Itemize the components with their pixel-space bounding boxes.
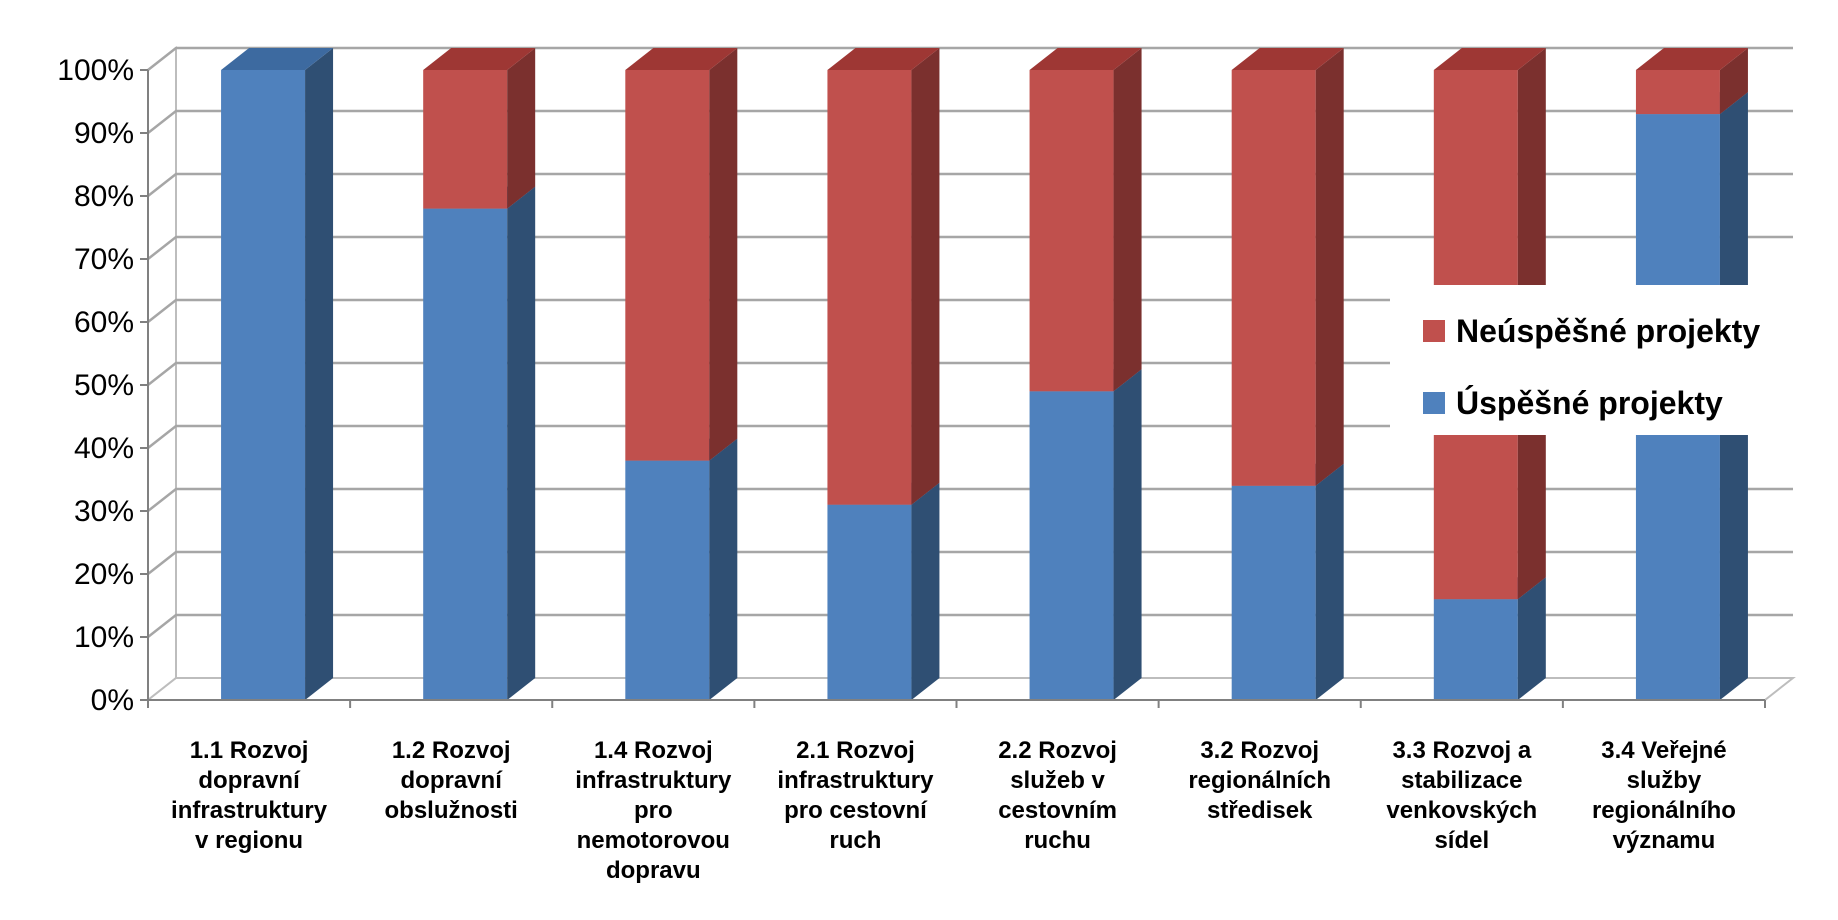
bar-segment (1433, 599, 1518, 700)
bar-segment-side (911, 482, 940, 700)
bar-segment-top (423, 48, 536, 70)
x-tick-label: 2.2 Rozvoj služeb v cestovním ruchu (998, 737, 1117, 854)
bar-segment-side (911, 48, 940, 505)
x-tick-label: 3.4 Veřejné služby regionálního významu (1592, 737, 1736, 854)
y-tick-label: 10% (74, 621, 134, 654)
x-tick-label: 1.4 Rozvoj infrastruktury pro nemotorovou do… (575, 737, 732, 884)
y-tick-label: 100% (57, 54, 134, 87)
bar-segment-side (305, 48, 334, 700)
gridline (147, 550, 1793, 575)
bar-segment-top (625, 48, 738, 70)
x-tick-label: 2.1 Rozvoj infrastruktury pro cestovní ruch (777, 737, 934, 854)
bar-segment-top (221, 48, 334, 70)
bar-segment (827, 504, 912, 700)
bar-segment-top (1433, 48, 1546, 70)
bar-segment-side (709, 48, 738, 461)
legend-swatch (1423, 392, 1445, 414)
gridline (147, 46, 1793, 71)
y-tick-label: 80% (74, 180, 134, 213)
x-axis: 1.1 Rozvoj dopravní infrastruktury v region… (147, 699, 1766, 884)
bar-segment-side (1719, 48, 1748, 115)
x-tick-label: 3.3 Rozvoj a stabilizace venkovských sídel (1386, 737, 1537, 854)
y-tick-label: 60% (74, 306, 134, 339)
y-axis: 0% 10% 20% 30% 40% 50% 60% 70% 80% 90% 100% (57, 54, 149, 717)
bar-segment-side (507, 186, 536, 701)
y-tick-label: 20% (74, 558, 134, 591)
legend-background (1390, 285, 1838, 435)
bar-segment-side (709, 438, 738, 700)
bar-segment (625, 460, 710, 700)
x-tick-label: 1.1 Rozvoj dopravní infrastruktury v region… (171, 737, 328, 854)
legend-label: Neúspěšné projekty (1456, 313, 1760, 349)
bar-segment-side (1517, 577, 1546, 700)
bar-segment-top (1029, 48, 1142, 70)
bar-segment-top (827, 48, 940, 70)
bar-segment-side (507, 48, 536, 209)
legend: Neúspěšné projekty Úspěšné projekty (1390, 285, 1838, 435)
bar-segment-side (1315, 48, 1344, 486)
y-tick-label: 50% (74, 369, 134, 402)
gridline (147, 613, 1793, 638)
gridline (147, 109, 1793, 134)
y-tick-label: 90% (74, 117, 134, 150)
y-tick-label: 70% (74, 243, 134, 276)
bar-segment (423, 208, 508, 700)
x-tick-label: 1.2 Rozvoj dopravní obslužnosti (385, 737, 518, 824)
bar-segment-top (1635, 48, 1748, 70)
x-tick-label: 3.2 Rozvoj regionálních středisek (1188, 737, 1331, 824)
gridline (147, 235, 1793, 260)
bar-segment (1029, 391, 1114, 700)
bars (221, 48, 1748, 701)
bar-segment (625, 70, 710, 461)
bar-segment (1231, 70, 1316, 486)
y-tick-label: 0% (91, 684, 134, 717)
legend-label: Úspěšné projekty (1456, 385, 1723, 421)
gridline (147, 487, 1793, 512)
bar-segment (1231, 485, 1316, 700)
gridline (147, 172, 1793, 197)
y-tick-label: 40% (74, 432, 134, 465)
bar-segment-side (1113, 369, 1142, 700)
bar-segment-top (1231, 48, 1344, 70)
bar-segment (827, 70, 912, 505)
bar-segment-side (1315, 463, 1344, 700)
bar-segment (221, 70, 306, 700)
bar-segment-side (1113, 48, 1142, 392)
bar-segment (1029, 70, 1114, 392)
floor (145, 677, 1796, 701)
legend-swatch (1423, 320, 1445, 342)
bar-segment (423, 70, 508, 209)
bar-segment (1635, 70, 1720, 115)
y-tick-label: 30% (74, 495, 134, 528)
